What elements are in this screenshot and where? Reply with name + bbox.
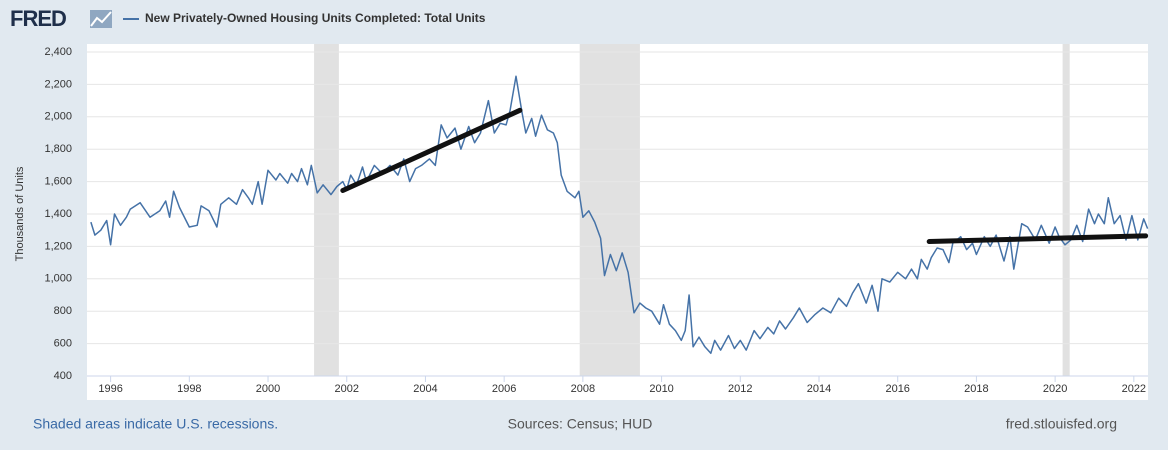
legend-label: New Privately-Owned Housing Units Comple…	[145, 11, 486, 25]
x-tick-label: 2002	[334, 383, 358, 395]
url: fred.stlouisfed.org	[1006, 416, 1117, 432]
x-tick-label: 2012	[728, 383, 752, 395]
y-tick-label: 400	[54, 370, 72, 382]
x-tick-label: 2004	[413, 383, 437, 395]
x-tick-label: 2008	[571, 383, 595, 395]
y-axis-label: Thousands of Units	[14, 166, 26, 261]
x-tick-label: 1996	[98, 383, 122, 395]
x-tick-label: 2010	[649, 383, 673, 395]
trend-line	[340, 107, 523, 194]
logo-icon	[90, 10, 112, 28]
source: Sources: Census; HUD	[508, 416, 653, 432]
data-line	[90, 75, 1149, 355]
recession-band	[314, 44, 339, 376]
y-tick-label: 1,200	[44, 240, 72, 252]
x-tick-label: 2018	[964, 383, 988, 395]
y-tick-label: 800	[54, 305, 72, 317]
y-tick-label: 1,400	[44, 208, 72, 220]
y-tick-label: 1,000	[44, 273, 72, 285]
x-tick-label: 2020	[1043, 383, 1067, 395]
x-tick-label: 1998	[177, 383, 201, 395]
x-tick-label: 2014	[807, 383, 831, 395]
y-tick-label: 600	[54, 338, 72, 350]
y-tick-label: 1,600	[44, 176, 72, 188]
recession-band	[1062, 44, 1070, 376]
footnote: Shaded areas indicate U.S. recessions.	[33, 416, 278, 432]
y-tick-label: 2,200	[44, 78, 72, 90]
y-tick-label: 2,000	[44, 111, 72, 123]
x-tick-label: 2000	[256, 383, 280, 395]
recession-band	[579, 44, 640, 376]
x-tick-label: 2016	[885, 383, 909, 395]
x-tick-label: 2006	[492, 383, 516, 395]
y-tick-label: 1,800	[44, 143, 72, 155]
trend-line	[926, 233, 1149, 245]
x-tick-label: 2022	[1122, 383, 1146, 395]
y-tick-label: 2,400	[44, 46, 72, 58]
logo: FRED	[10, 6, 66, 31]
